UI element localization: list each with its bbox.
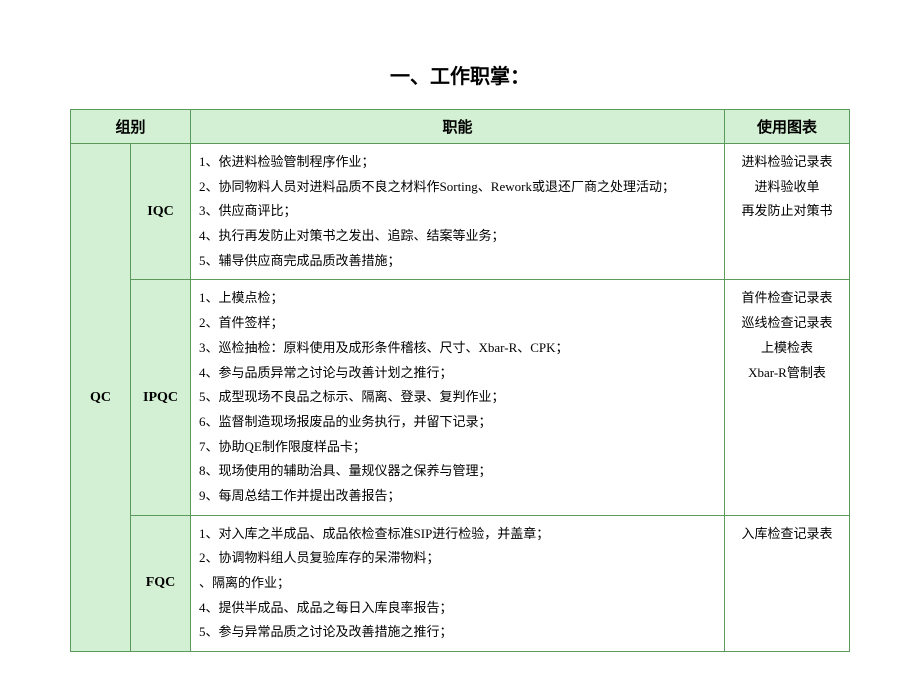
function-line: 、隔离的作业；: [199, 571, 716, 596]
header-group: 组别: [71, 110, 191, 144]
function-line: 6、监督制造现场报废品的业务执行，并留下记录；: [199, 410, 716, 435]
parent-group-cell: QC: [71, 144, 131, 652]
function-line: 8、现场使用的辅助治具、量规仪器之保养与管理；: [199, 459, 716, 484]
function-line: 3、巡检抽检：原料使用及成形条件稽核、尺寸、Xbar-R、CPK；: [199, 336, 716, 361]
chart-cell: 进料检验记录表进料验收单再发防止对策书: [725, 144, 850, 280]
function-line: 1、上模点检；: [199, 286, 716, 311]
chart-line: Xbar-R管制表: [729, 361, 845, 386]
function-line: 7、协助QE制作限度样品卡；: [199, 435, 716, 460]
function-line: 5、辅导供应商完成品质改善措施；: [199, 249, 716, 274]
chart-line: 再发防止对策书: [729, 199, 845, 224]
function-line: 2、首件签样；: [199, 311, 716, 336]
sub-group-cell: FQC: [131, 515, 191, 651]
header-function: 职能: [191, 110, 725, 144]
function-line: 4、执行再发防止对策书之发出、追踪、结案等业务；: [199, 224, 716, 249]
chart-line: 巡线检查记录表: [729, 311, 845, 336]
function-cell: 1、对入库之半成品、成品依检查标准SIP进行检验，并盖章；2、协调物料组人员复验…: [191, 515, 725, 651]
function-cell: 1、上模点检；2、首件签样；3、巡检抽检：原料使用及成形条件稽核、尺寸、Xbar…: [191, 280, 725, 515]
page-title: 一、工作职掌：: [70, 60, 850, 89]
table-body: QCIQC1、依进料检验管制程序作业；2、协同物料人员对进料品质不良之材料作So…: [71, 144, 850, 652]
sub-group-cell: IQC: [131, 144, 191, 280]
chart-line: 首件检查记录表: [729, 286, 845, 311]
job-responsibility-table: 组别 职能 使用图表 QCIQC1、依进料检验管制程序作业；2、协同物料人员对进…: [70, 109, 850, 652]
header-chart: 使用图表: [725, 110, 850, 144]
function-line: 2、协同物料人员对进料品质不良之材料作Sorting、Rework或退还厂商之处…: [199, 175, 716, 200]
function-line: 9、每周总结工作并提出改善报告；: [199, 484, 716, 509]
function-line: 5、参与异常品质之讨论及改善措施之推行；: [199, 620, 716, 645]
function-line: 2、协调物料组人员复验库存的呆滞物料；: [199, 546, 716, 571]
chart-cell: 入库检查记录表: [725, 515, 850, 651]
chart-line: 入库检查记录表: [729, 522, 845, 547]
chart-line: 进料检验记录表: [729, 150, 845, 175]
table-row: FQC1、对入库之半成品、成品依检查标准SIP进行检验，并盖章；2、协调物料组人…: [71, 515, 850, 651]
chart-line: 进料验收单: [729, 175, 845, 200]
function-line: 1、对入库之半成品、成品依检查标准SIP进行检验，并盖章；: [199, 522, 716, 547]
function-line: 3、供应商评比；: [199, 199, 716, 224]
table-row: IPQC1、上模点检；2、首件签样；3、巡检抽检：原料使用及成形条件稽核、尺寸、…: [71, 280, 850, 515]
function-line: 5、成型现场不良品之标示、隔离、登录、复判作业；: [199, 385, 716, 410]
function-line: 4、参与品质异常之讨论与改善计划之推行；: [199, 361, 716, 386]
function-cell: 1、依进料检验管制程序作业；2、协同物料人员对进料品质不良之材料作Sorting…: [191, 144, 725, 280]
sub-group-cell: IPQC: [131, 280, 191, 515]
table-row: QCIQC1、依进料检验管制程序作业；2、协同物料人员对进料品质不良之材料作So…: [71, 144, 850, 280]
chart-cell: 首件检查记录表巡线检查记录表上模检表Xbar-R管制表: [725, 280, 850, 515]
function-line: 4、提供半成品、成品之每日入库良率报告；: [199, 596, 716, 621]
chart-line: 上模检表: [729, 336, 845, 361]
function-line: 1、依进料检验管制程序作业；: [199, 150, 716, 175]
